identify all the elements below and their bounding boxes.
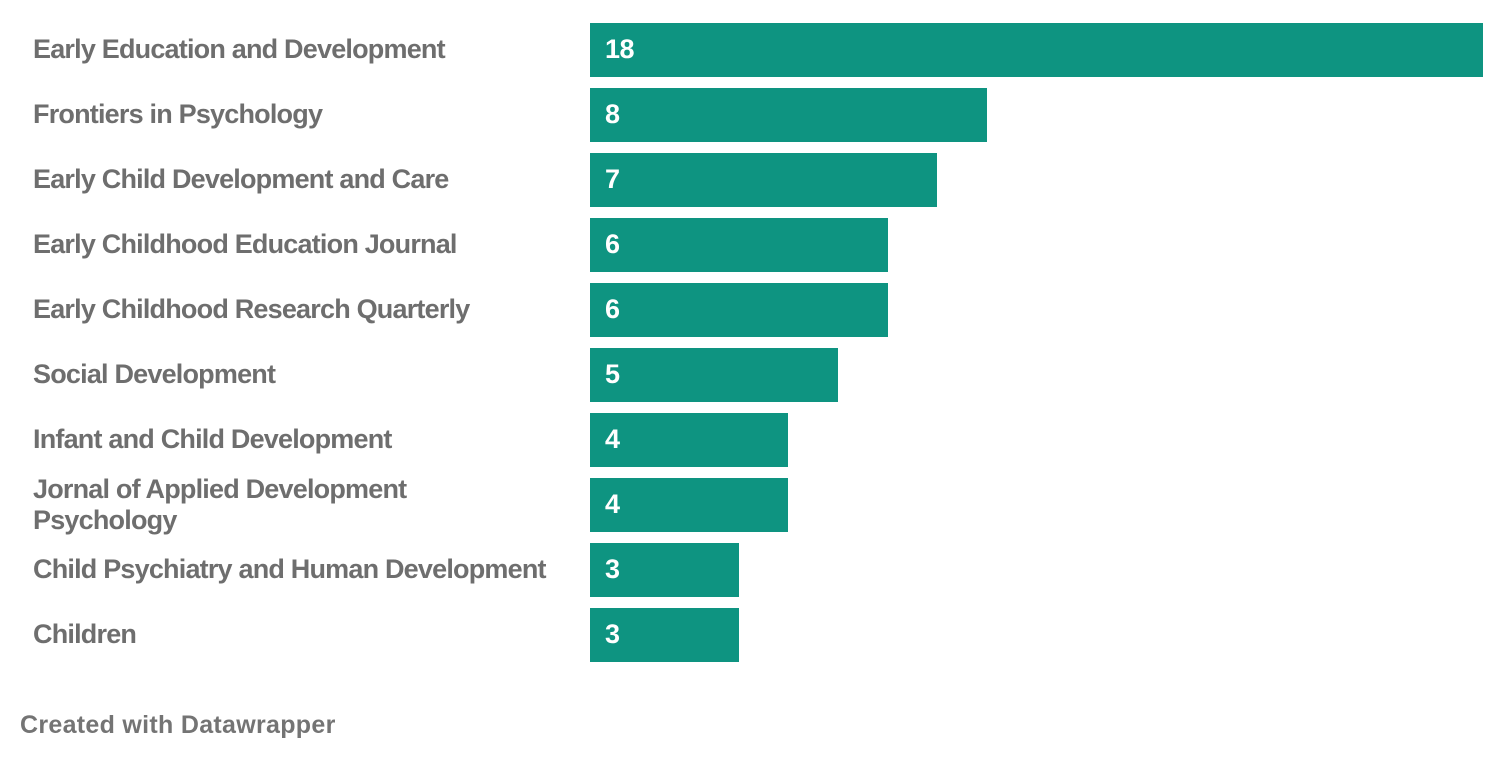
category-label: Early Education and Development (33, 34, 446, 64)
chart-row: Child Psychiatry and Human Development 3 (33, 537, 1483, 602)
bar-track: 18 (590, 22, 1483, 77)
bar-chart: Early Education and Development 18 Frontie… (33, 17, 1483, 667)
category-label: Social Development (33, 359, 276, 389)
bar-track: 7 (590, 152, 1483, 207)
bar-track: 6 (590, 217, 1483, 272)
bar-value-label: 3 (605, 619, 620, 649)
bar-rows: Early Education and Development 18 Frontie… (33, 17, 1483, 667)
bar-value-label: 6 (605, 294, 620, 324)
bar-value-label: 8 (605, 99, 620, 129)
bar: 6 (590, 217, 888, 272)
bar-track: 6 (590, 282, 1483, 337)
chart-row: Children 3 (33, 602, 1483, 667)
bar: 4 (590, 477, 789, 532)
category-label: Early Childhood Education Journal (33, 229, 457, 259)
category-label: Frontiers in Psychology (33, 99, 323, 129)
datawrapper-attribution-link[interactable]: Created with Datawrapper (20, 711, 336, 739)
chart-row: Early Education and Development 18 (33, 17, 1483, 82)
category-label: Early Childhood Research Quarterly (33, 294, 470, 324)
bar-track: 4 (590, 477, 1483, 532)
bar-track: 3 (590, 607, 1483, 662)
bar-track: 3 (590, 542, 1483, 597)
bar-track: 5 (590, 347, 1483, 402)
chart-row: Frontiers in Psychology 8 (33, 82, 1483, 147)
chart-row: Early Child Development and Care 7 (33, 147, 1483, 212)
chart-row: Infant and Child Development 4 (33, 407, 1483, 472)
bar-value-label: 5 (605, 359, 620, 389)
chart-row: Early Childhood Education Journal 6 (33, 212, 1483, 277)
bar: 3 (590, 607, 739, 662)
attribution: Created with Datawrapper (20, 711, 1511, 740)
bar-track: 4 (590, 412, 1483, 467)
chart-row: Social Development 5 (33, 342, 1483, 407)
bar-track: 8 (590, 87, 1483, 142)
bar: 4 (590, 412, 789, 467)
category-label: Child Psychiatry and Human Development (33, 554, 547, 584)
category-label: Infant and Child Development (33, 424, 392, 454)
chart-row: Early Childhood Research Quarterly 6 (33, 277, 1483, 342)
bar-value-label: 3 (605, 554, 620, 584)
category-label: Early Child Development and Care (33, 164, 449, 194)
bar: 5 (590, 347, 839, 402)
category-label: Children (33, 619, 137, 649)
bar: 6 (590, 282, 888, 337)
bar: 8 (590, 87, 987, 142)
chart-row: Jornal of Applied Development Psychology… (33, 472, 1483, 537)
bar-value-label: 4 (605, 424, 620, 454)
bar: 18 (590, 22, 1483, 77)
bar-value-label: 6 (605, 229, 620, 259)
bar-value-label: 7 (605, 164, 620, 194)
bar-value-label: 4 (605, 489, 620, 519)
bar: 7 (590, 152, 938, 207)
bar-value-label: 18 (605, 34, 635, 64)
bar: 3 (590, 542, 739, 597)
category-label: Jornal of Applied Development Psychology (33, 473, 407, 535)
